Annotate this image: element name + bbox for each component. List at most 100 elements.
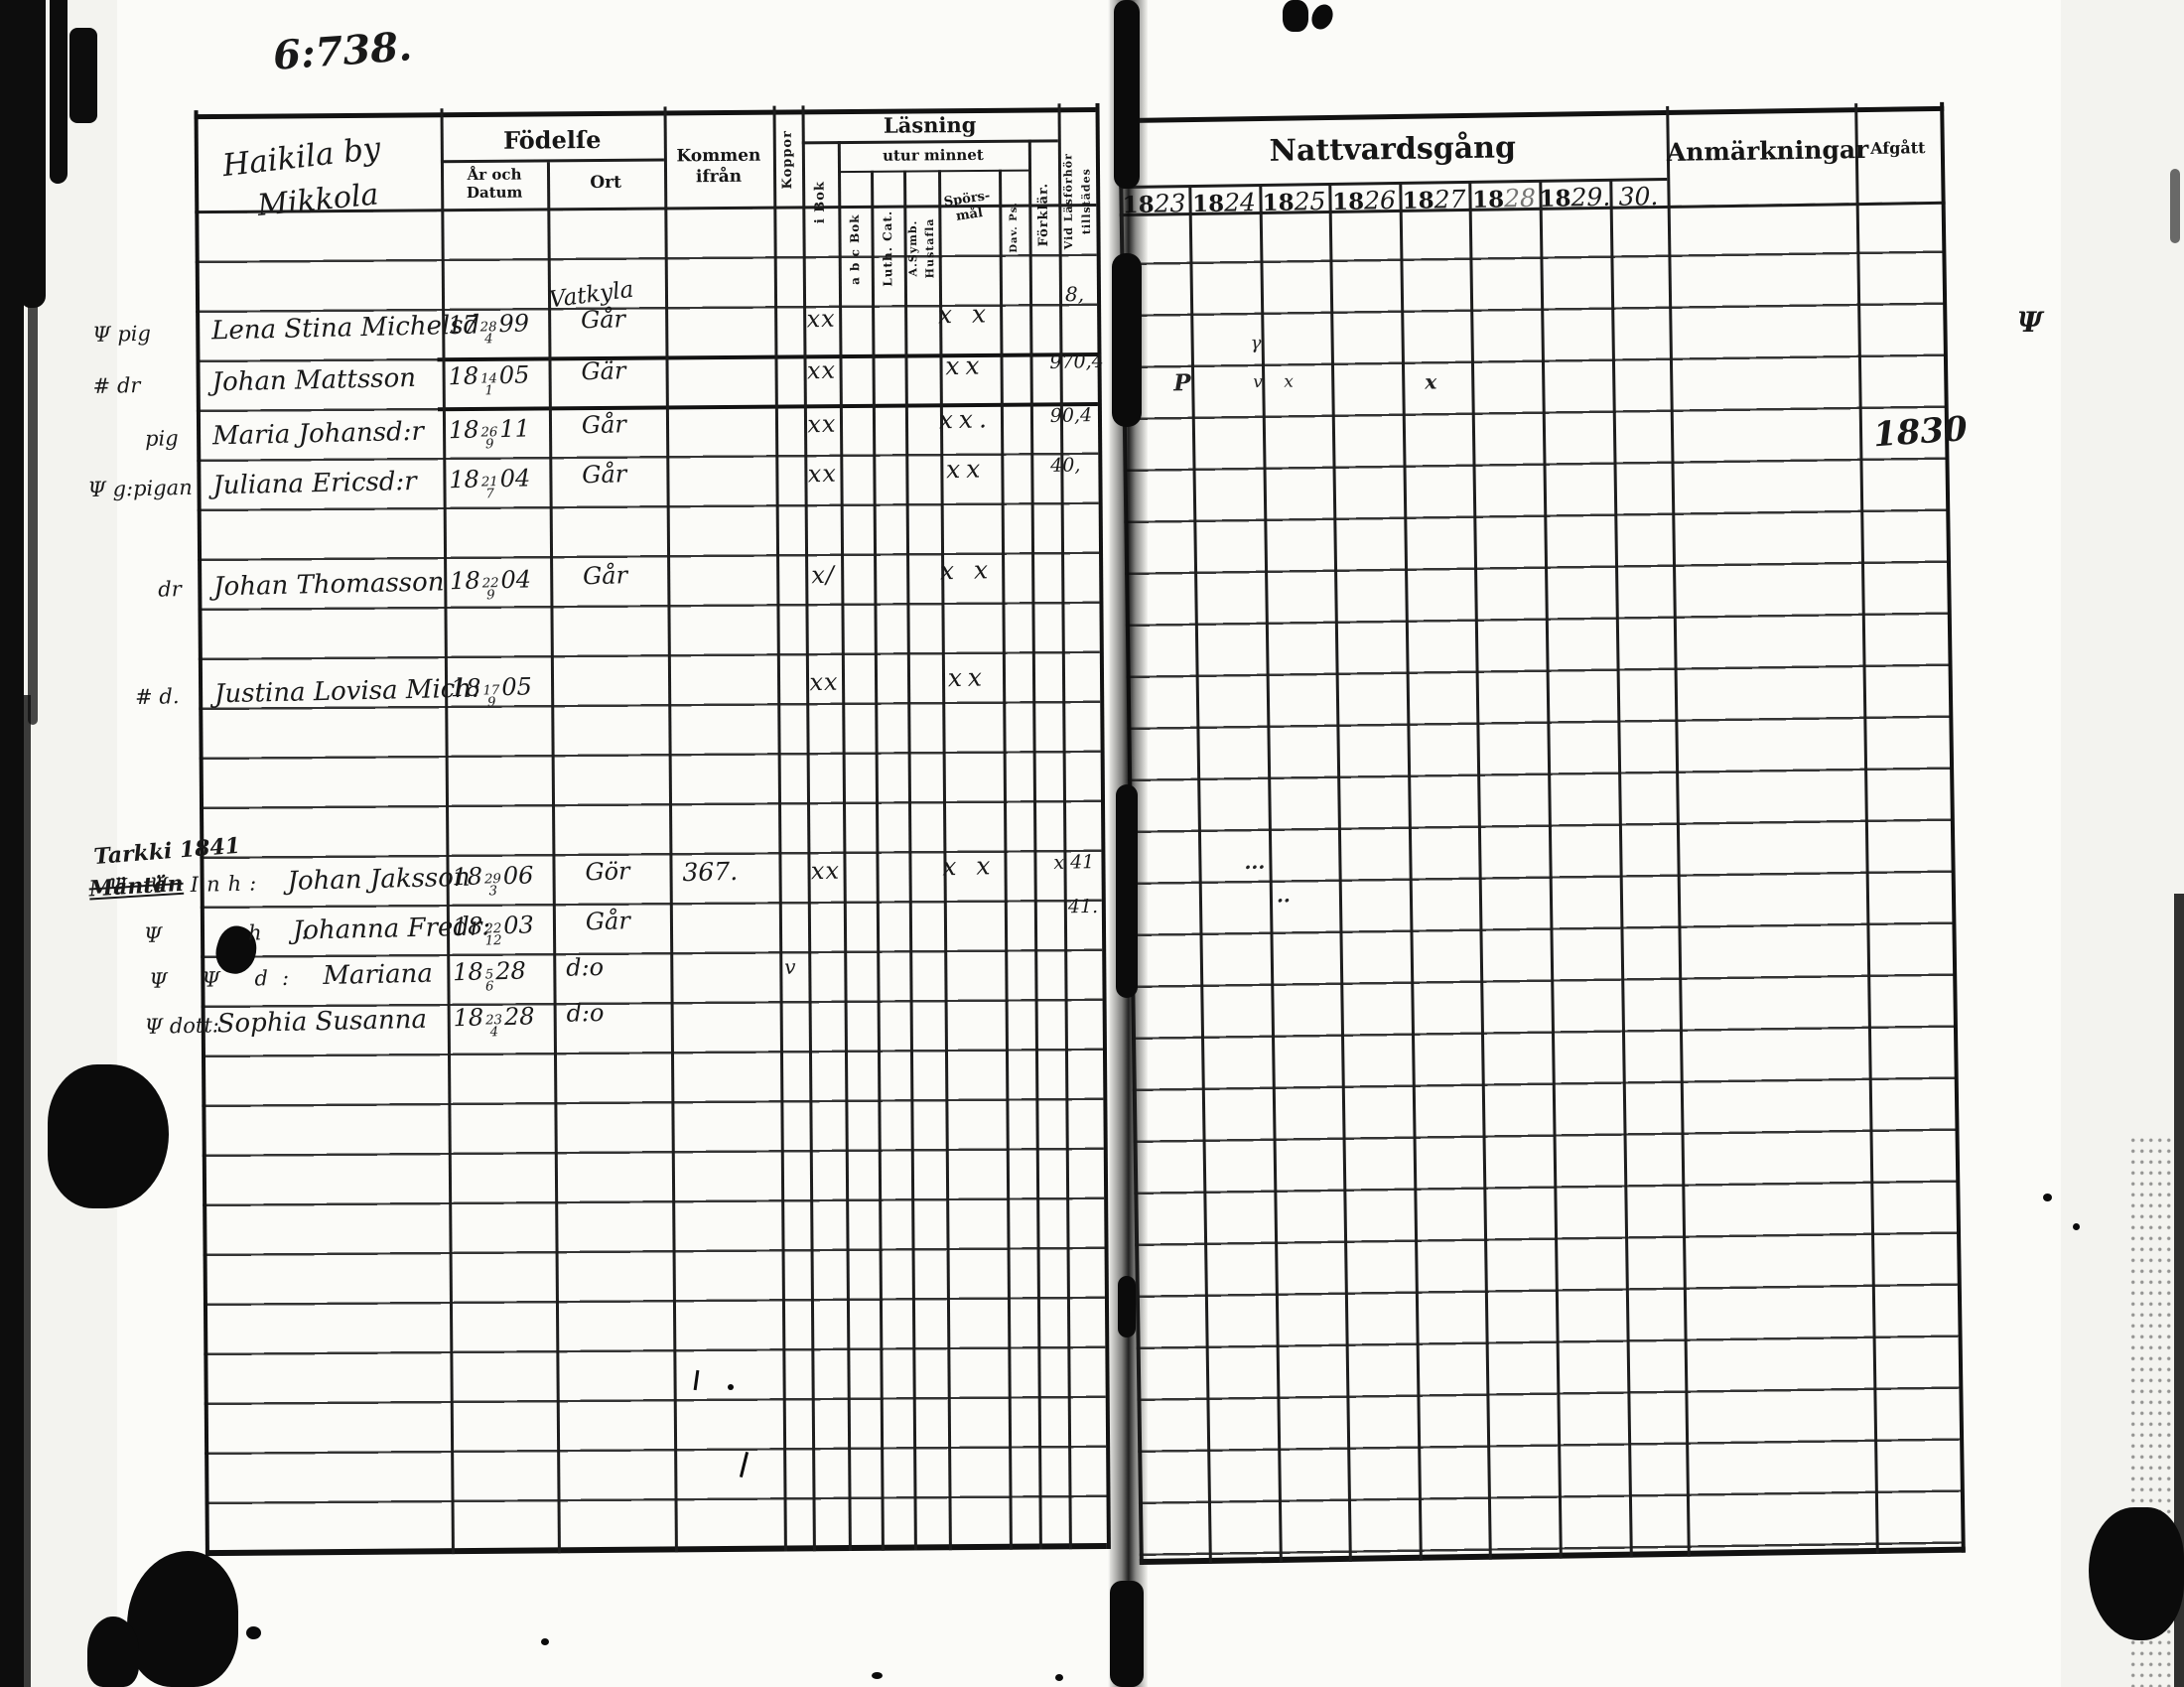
column-header-fodelse: Födelſe bbox=[502, 124, 602, 155]
ort-entry: Går bbox=[581, 410, 627, 440]
i-bok-mark: xx bbox=[810, 856, 841, 886]
right-margin-mark: Ψ bbox=[2017, 306, 2043, 339]
column-header-lasning: Läsning bbox=[883, 111, 977, 138]
margin-annotation: Ψ Ψ d: bbox=[149, 965, 304, 993]
birth-date: 18 14 1 05 bbox=[448, 360, 530, 398]
stray-mark bbox=[872, 1672, 883, 1679]
speck bbox=[2073, 1223, 2080, 1230]
birth-date: 18 26 9 11 bbox=[448, 414, 531, 452]
column-header-forklar: Förklär. bbox=[1035, 183, 1052, 247]
i-bok-mark: xx bbox=[807, 409, 837, 439]
year-header-1828: 1828 bbox=[1471, 183, 1537, 213]
i-bok-mark: xx bbox=[809, 667, 839, 697]
year-header-1827: 1827 bbox=[1402, 184, 1466, 214]
margin-annotation: Ψ dott: bbox=[144, 1013, 220, 1039]
stray-mark bbox=[541, 1638, 549, 1645]
stray-mark bbox=[728, 1384, 734, 1390]
ort-entry: Går bbox=[585, 907, 631, 936]
margin-annotation: dr bbox=[157, 577, 182, 602]
left-edge-strip bbox=[50, 0, 68, 184]
left-edge-strip bbox=[24, 695, 31, 1687]
household-record-table: Haikila by Mikkola Födelſe År och Datum … bbox=[83, 103, 1112, 1563]
vid-lasforhor-entry: x 41 bbox=[1053, 851, 1095, 874]
stray-mark bbox=[1055, 1674, 1063, 1681]
sporsmal-mark: x x bbox=[937, 299, 993, 330]
gutter-ink bbox=[1116, 784, 1138, 998]
bottom-right-blob bbox=[2089, 1507, 2184, 1640]
sporsmal-mark: xx bbox=[945, 454, 987, 485]
vid-lasforhor-entry: 90,4 bbox=[1049, 404, 1093, 427]
margin-annotation: Ψ pig bbox=[91, 321, 152, 348]
sporsmal-mark: xx. bbox=[938, 404, 994, 435]
birth-date: 18 29 3 06 bbox=[452, 861, 534, 899]
bottom-left-dot bbox=[246, 1626, 261, 1639]
margin-annotation: Ψ Ψ Inh: bbox=[108, 871, 265, 899]
person-name: Juliana Ericsd:r bbox=[212, 466, 417, 501]
person-name: Sophia Susanna bbox=[216, 1004, 428, 1040]
person-name: Mariana bbox=[322, 958, 434, 992]
sporsmal-mark: x x bbox=[941, 851, 997, 882]
margin-annotation: # d. bbox=[134, 684, 180, 710]
birth-date: 18 22 9 04 bbox=[449, 565, 532, 603]
gutter-ink bbox=[1114, 0, 1140, 189]
communion-mark: ·· bbox=[1276, 888, 1292, 913]
person-name: Lena Stina Michelsd bbox=[210, 310, 480, 347]
birth-date: 18 5 6 28 bbox=[452, 956, 527, 995]
i-bok-mark: xx bbox=[806, 355, 837, 385]
right-edge-strip bbox=[2170, 169, 2180, 243]
i-bok-mark: xx bbox=[806, 304, 836, 334]
column-header-tillstades: tillstädes bbox=[1079, 168, 1094, 235]
margin-annotation: # dr bbox=[92, 372, 141, 399]
ort-entry: Går bbox=[581, 460, 627, 490]
sporsmal-mark: xx bbox=[947, 662, 989, 693]
margin-annotation: pig bbox=[144, 426, 179, 451]
year-header-1826: 1826 bbox=[1331, 186, 1397, 215]
person-name: Johan Thomasson bbox=[212, 567, 445, 603]
sporsmal-mark: xx bbox=[944, 351, 986, 381]
column-header-kommen-ifran: Kommen ifrån bbox=[676, 145, 761, 188]
column-header-ar-och-datum: År och Datum bbox=[466, 165, 523, 203]
birth-date: 18 21 7 04 bbox=[449, 464, 531, 501]
communion-mark: x bbox=[1425, 369, 1437, 394]
person-name: Johan Jaksson bbox=[287, 862, 471, 897]
ort-entry: Går bbox=[580, 305, 626, 335]
left-edge-strip bbox=[28, 298, 38, 725]
communion-mark: P bbox=[1173, 369, 1191, 397]
bottom-left-blob bbox=[127, 1551, 238, 1687]
ort-entry: d:o bbox=[565, 952, 605, 982]
departed-header: Afgått bbox=[1869, 138, 1926, 158]
left-edge-blob bbox=[48, 1064, 169, 1208]
left-edge-strip bbox=[69, 28, 97, 123]
year-header-1830: 30. bbox=[1618, 182, 1659, 211]
year-header-1824: 1824 bbox=[1191, 188, 1257, 218]
column-header-ort: Ort bbox=[590, 172, 621, 194]
page-corner-number: 6:738. bbox=[271, 23, 414, 79]
i-bok-mark: x/ bbox=[810, 560, 836, 590]
communion-mark: v x bbox=[1253, 371, 1301, 393]
left-edge-strip bbox=[22, 0, 46, 308]
ort-entry: Gär bbox=[581, 356, 626, 386]
ort-entry: d:o bbox=[566, 998, 605, 1028]
communion-mark: γ bbox=[1250, 333, 1262, 354]
year-header-1829: 1829. bbox=[1539, 182, 1611, 212]
remarks-header: Anmärkningar bbox=[1666, 134, 1869, 167]
communion-title: Nattvardsgång bbox=[1269, 130, 1517, 169]
column-header-dav-ps: Dav. Ps. bbox=[1008, 201, 1021, 253]
vid-lasforhor-entry: 40, bbox=[1049, 454, 1081, 477]
right-edge-strip bbox=[2174, 894, 2184, 1687]
village-title-line1: Haikila by bbox=[220, 130, 383, 185]
kommen-ifran-entry: 367. bbox=[682, 856, 739, 888]
koppor-mark: v bbox=[783, 954, 796, 979]
column-header-i-bok: i Bok bbox=[812, 180, 828, 223]
sporsmal-mark: x x bbox=[939, 555, 995, 586]
birth-date: 18 23 4 28 bbox=[453, 1002, 535, 1040]
i-bok-mark: xx bbox=[807, 459, 838, 489]
top-gutter-ink bbox=[1283, 0, 1308, 32]
ort-entry: Går bbox=[582, 561, 628, 591]
gutter-ink bbox=[1110, 1581, 1144, 1687]
year-header-1825: 1825 bbox=[1262, 187, 1326, 217]
communion-mark: ··· bbox=[1244, 855, 1266, 880]
column-header-koppor: Koppor bbox=[779, 129, 796, 190]
